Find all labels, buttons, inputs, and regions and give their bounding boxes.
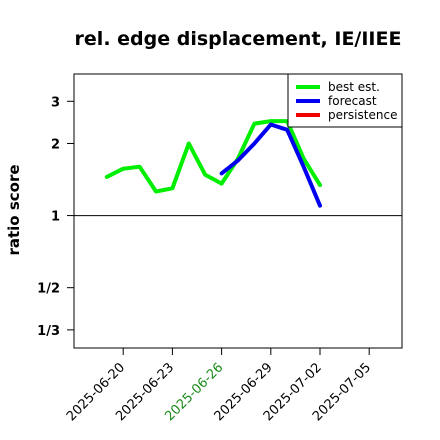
y-axis: 3 2 1 1/2 1/3 [37, 95, 74, 339]
series-line-0 [104, 119, 322, 194]
series-layer [104, 119, 322, 208]
y-tick-label: 2 [51, 137, 60, 152]
chart-title: rel. edge displacement, IE/IIEE [75, 28, 402, 50]
series-line-1 [219, 122, 322, 208]
legend-label: persistence [328, 108, 397, 122]
plot-frame [73, 73, 403, 349]
legend-label: best est. [328, 80, 380, 94]
legend-label: forecast [328, 94, 377, 108]
x-axis: 2025-06-202025-06-232025-06-262025-06-29… [64, 348, 374, 424]
y-tick-label: 3 [51, 95, 60, 110]
y-axis-label: ratio score [5, 164, 23, 255]
y-tick-label: 1/2 [37, 282, 60, 297]
y-tick-label: 1/3 [37, 324, 60, 339]
y-tick-label: 1 [51, 210, 60, 225]
